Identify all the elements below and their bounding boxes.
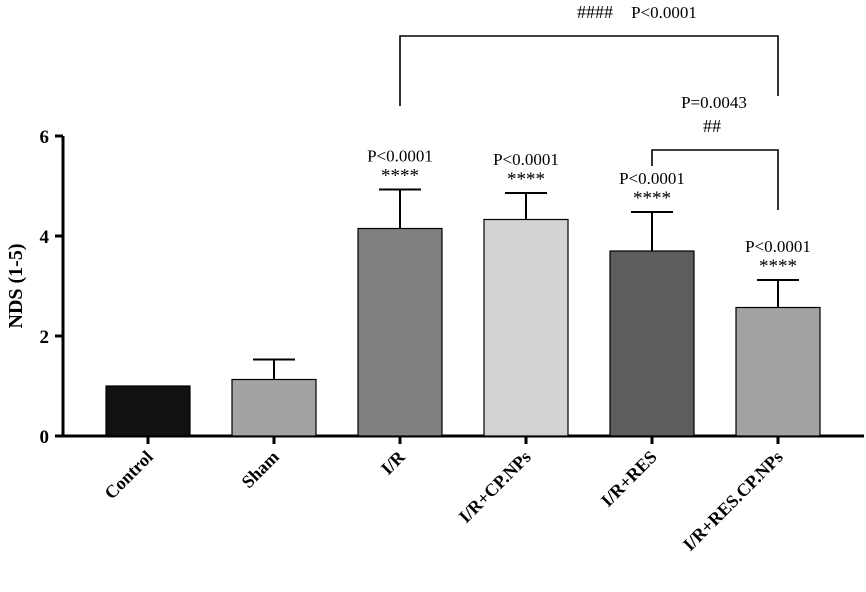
x-tick-label: I/R+CP.NPs: [455, 447, 535, 527]
bar: [357, 227, 443, 437]
x-tick-label: I/R+RES.CP.NPs: [679, 447, 787, 555]
p-value-label: P<0.0001: [619, 169, 685, 188]
axes: 0 2 4 6: [40, 127, 864, 448]
bars: [105, 188, 821, 437]
bar: [483, 218, 569, 437]
x-tick-label: Control: [100, 447, 156, 503]
p-value-label: P<0.0001: [367, 147, 433, 166]
bar: [735, 306, 821, 437]
labels: Control Sham I/R I/R+CP.NPs I/R+RES I/R+RES.C…: [100, 147, 810, 555]
p-value-label: P<0.0001: [493, 150, 559, 169]
bar: [609, 250, 695, 437]
significance-stars: ****: [759, 256, 797, 277]
y-tick-label: 0: [40, 427, 50, 448]
x-tick-label: I/R+RES: [597, 447, 661, 511]
y-tick-label: 2: [40, 327, 50, 348]
p-value-label: P<0.0001: [745, 237, 811, 256]
bracket-hash-label: ##: [703, 116, 721, 136]
significance-stars: ****: [507, 169, 545, 190]
significance-stars: ****: [633, 188, 671, 209]
bracket-hash-label: ####: [577, 2, 613, 22]
significance-stars: ****: [381, 166, 419, 187]
y-tick-label: 4: [40, 227, 50, 248]
y-tick-label: 6: [40, 127, 50, 148]
x-tick-label: Sham: [238, 447, 283, 492]
bar: [105, 385, 191, 437]
comparison-bracket: [399, 35, 779, 106]
bar: [231, 378, 317, 437]
bracket-p-label: P=0.0043: [681, 93, 747, 112]
x-tick-label: I/R: [377, 446, 410, 479]
bracket-p-label: P<0.0001: [631, 3, 697, 22]
brackets: #### P<0.0001 ## P=0.0043: [399, 2, 779, 210]
y-axis-label: NDS (1-5): [5, 244, 27, 329]
comparison-bracket: [651, 149, 779, 210]
